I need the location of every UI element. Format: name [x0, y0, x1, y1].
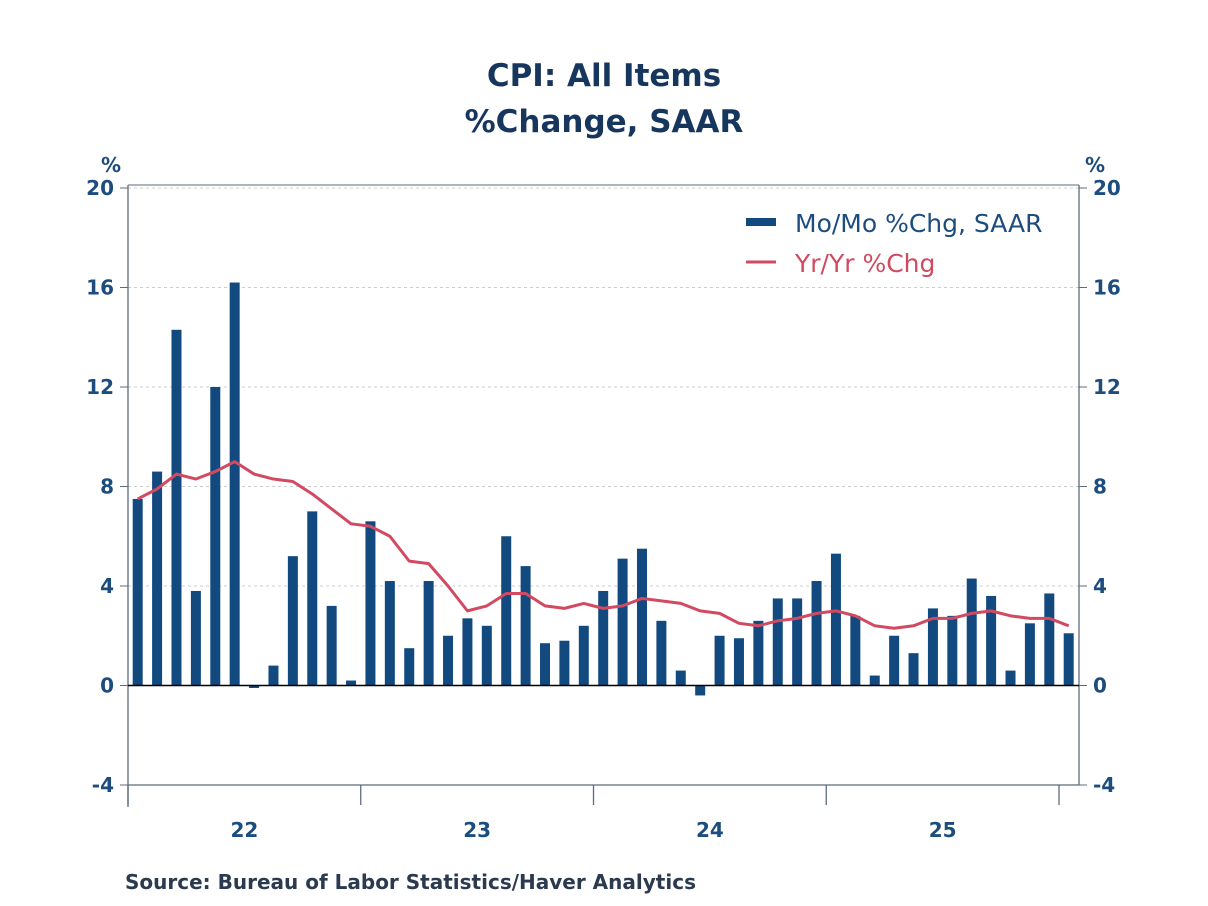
y-tick-label-left: 16	[86, 276, 114, 300]
bar	[520, 566, 531, 686]
bar	[307, 511, 318, 686]
y-tick-label-left: -4	[92, 773, 114, 797]
bar	[287, 556, 298, 686]
x-tick-label: 22	[230, 818, 258, 842]
bar	[947, 615, 958, 686]
bar	[171, 329, 182, 686]
bar	[462, 618, 473, 686]
bar	[249, 685, 260, 688]
x-tick-label: 23	[463, 818, 491, 842]
bar	[869, 675, 880, 686]
bar	[481, 625, 492, 686]
y-tick-label-left: 0	[100, 674, 114, 698]
bar	[152, 471, 163, 686]
bar	[559, 640, 570, 686]
y-tick-label-right: 12	[1093, 375, 1121, 399]
bar	[132, 498, 143, 686]
bar	[540, 643, 551, 686]
bar	[578, 625, 589, 686]
bar	[190, 590, 201, 686]
bar	[695, 685, 706, 696]
bar	[1024, 623, 1035, 686]
y-unit-left: %	[101, 153, 121, 177]
y-tick-label-left: 12	[86, 375, 114, 399]
legend-label-bars: Mo/Mo %Chg, SAAR	[795, 209, 1043, 238]
y-tick-label-right: 4	[1093, 574, 1107, 598]
bar	[404, 648, 415, 686]
bar	[811, 581, 822, 686]
x-tick-label: 24	[696, 818, 724, 842]
y-tick-label-right: 0	[1093, 674, 1107, 698]
bar	[889, 635, 900, 686]
bar	[423, 581, 434, 686]
bar	[636, 548, 647, 686]
y-tick-label-right: 20	[1093, 176, 1121, 200]
bar	[733, 638, 744, 686]
y-unit-right: %	[1085, 153, 1105, 177]
bar	[714, 635, 725, 686]
bar	[753, 620, 764, 686]
bar	[908, 653, 919, 686]
legend-label-line: Yr/Yr %Chg	[794, 249, 935, 278]
bar	[365, 521, 376, 686]
y-tick-label-left: 4	[100, 574, 114, 598]
y-tick-label-right: 8	[1093, 475, 1107, 499]
bar	[210, 387, 221, 686]
source-note: Source: Bureau of Labor Statistics/Haver…	[125, 870, 696, 894]
bar	[229, 282, 240, 686]
y-tick-label-right: 16	[1093, 276, 1121, 300]
y-tick-label-right: -4	[1093, 773, 1115, 797]
bar	[656, 620, 667, 686]
bar	[1063, 633, 1074, 686]
bar	[675, 670, 686, 686]
legend-swatch-bars	[746, 218, 776, 226]
bar	[1044, 593, 1055, 686]
chart-title: CPI: All Items	[486, 58, 722, 94]
bar	[346, 680, 357, 686]
bar	[966, 578, 977, 686]
bar	[268, 665, 279, 686]
chart-subtitle: %Change, SAAR	[464, 104, 744, 140]
bar	[617, 558, 628, 686]
bar	[501, 536, 512, 686]
bar	[772, 598, 783, 686]
bar	[598, 590, 609, 686]
y-tick-label-left: 20	[86, 176, 114, 200]
bar	[792, 598, 803, 686]
bar	[384, 581, 395, 686]
bar	[850, 615, 861, 686]
x-tick-label: 25	[929, 818, 957, 842]
y-tick-label-left: 8	[100, 475, 114, 499]
bar	[443, 635, 454, 686]
bar	[326, 605, 337, 686]
bar	[986, 595, 997, 686]
bar	[830, 553, 841, 686]
bar	[1005, 670, 1016, 686]
bar	[927, 608, 938, 686]
